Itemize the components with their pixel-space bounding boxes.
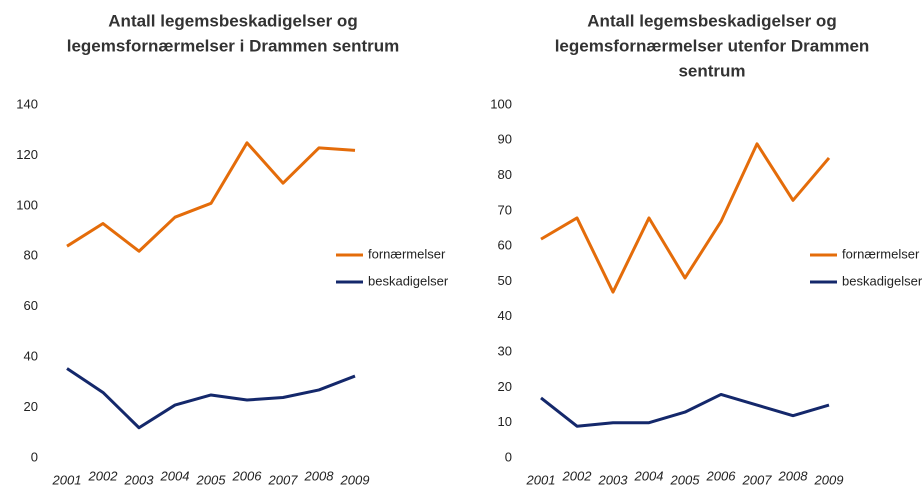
legend-label: fornærmelser — [842, 246, 920, 261]
y-tick-label: 120 — [16, 147, 38, 162]
y-tick-label: 100 — [490, 96, 512, 111]
y-tick-label: 40 — [24, 349, 38, 364]
legend-label: beskadigelser — [368, 273, 449, 288]
x-tick-label: 2008 — [778, 468, 809, 483]
x-tick-label: 2004 — [160, 468, 190, 483]
y-tick-label: 20 — [498, 379, 512, 394]
x-tick-label: 2001 — [526, 472, 556, 486]
y-tick-label: 30 — [498, 344, 512, 359]
legend-label: fornærmelser — [368, 246, 446, 261]
x-tick-label: 2003 — [124, 472, 155, 486]
y-tick-label: 0 — [505, 449, 512, 464]
x-tick-label: 2008 — [304, 468, 335, 483]
x-tick-label: 2003 — [598, 472, 629, 486]
y-tick-label: 90 — [498, 132, 512, 147]
x-tick-label: 2005 — [670, 472, 701, 486]
x-tick-label: 2002 — [562, 468, 593, 483]
chart-title: sentrum — [678, 61, 745, 80]
x-tick-label: 2001 — [52, 472, 82, 486]
x-tick-label: 2006 — [706, 468, 737, 483]
series-line — [66, 367, 356, 430]
y-tick-label: 10 — [498, 414, 512, 429]
x-tick-label: 2007 — [742, 472, 773, 486]
y-tick-label: 40 — [498, 308, 512, 323]
legend-label: beskadigelser — [842, 273, 922, 288]
y-tick-label: 60 — [24, 298, 38, 313]
x-tick-label: 2009 — [340, 472, 370, 486]
y-tick-label: 20 — [24, 399, 38, 414]
x-tick-label: 2005 — [196, 472, 227, 486]
y-tick-label: 60 — [498, 238, 512, 253]
x-tick-label: 2006 — [232, 468, 263, 483]
series-line — [540, 142, 831, 294]
x-tick-label: 2002 — [88, 468, 119, 483]
y-tick-label: 140 — [16, 96, 38, 111]
chart-title: legemsfornærmelser utenfor Drammen — [555, 36, 870, 55]
y-tick-label: 100 — [16, 197, 38, 212]
x-tick-label: 2007 — [268, 472, 299, 486]
y-tick-label: 80 — [498, 167, 512, 182]
y-tick-label: 0 — [31, 449, 38, 464]
series-line — [540, 392, 830, 428]
y-tick-label: 80 — [24, 248, 38, 263]
chart-title: Antall legemsbeskadigelser og — [587, 11, 836, 30]
series-line — [66, 141, 356, 253]
y-tick-label: 70 — [498, 202, 512, 217]
x-tick-label: 2004 — [634, 468, 664, 483]
chart-title: Antall legemsbeskadigelser og — [108, 11, 357, 30]
x-tick-label: 2009 — [814, 472, 844, 486]
chart-title: legemsfornærmelser i Drammen sentrum — [67, 36, 400, 55]
y-tick-label: 50 — [498, 273, 512, 288]
